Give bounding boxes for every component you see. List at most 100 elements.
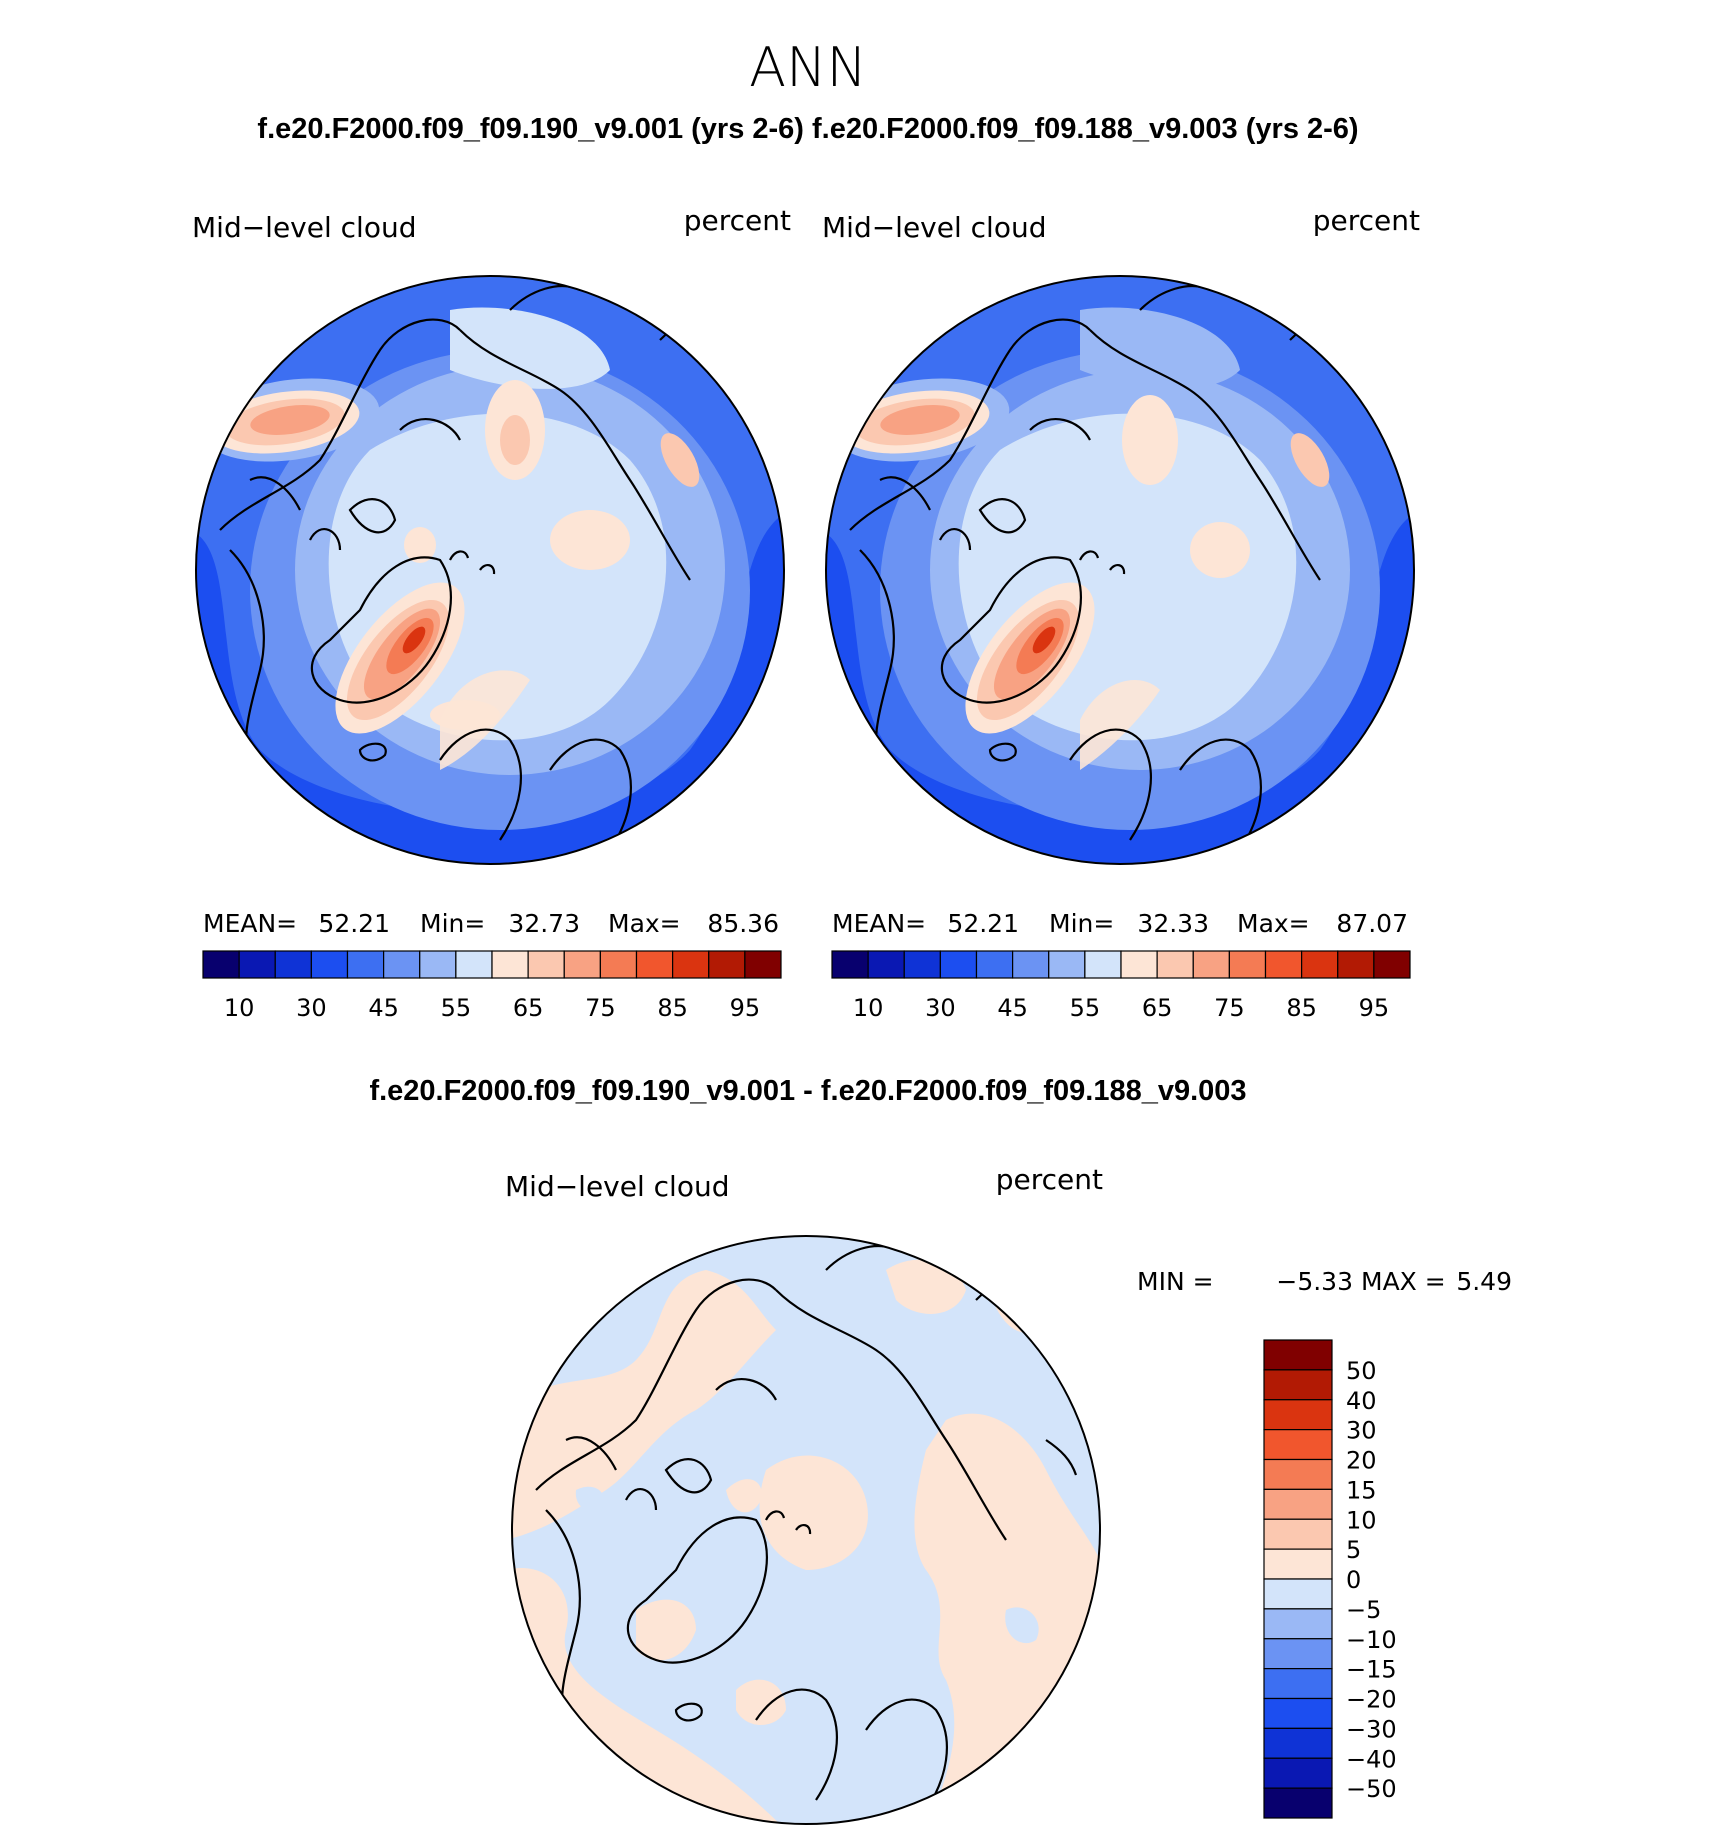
colorbar-swatch bbox=[1084, 950, 1122, 979]
panel1-map-boundary bbox=[195, 275, 785, 865]
panel3-min-label: MIN = bbox=[1137, 1267, 1214, 1296]
colorbar-tick-label: 85 bbox=[657, 994, 688, 1022]
colorbar-tick-label: 65 bbox=[1142, 994, 1173, 1022]
colorbar-tick-label: −5 bbox=[1346, 1596, 1381, 1624]
colorbar-tick-label: 0 bbox=[1346, 1566, 1361, 1594]
colorbar-swatch bbox=[383, 950, 421, 979]
colorbar-swatch bbox=[1263, 1608, 1333, 1640]
colorbar-swatch bbox=[1263, 1787, 1333, 1819]
colorbar-tick-label: 30 bbox=[296, 994, 327, 1022]
colorbar-tick-label: 5 bbox=[1346, 1536, 1361, 1564]
colorbar-tick-label: 40 bbox=[1346, 1387, 1377, 1415]
colorbar-swatch bbox=[1263, 1548, 1333, 1580]
panel2-mean-label: MEAN= bbox=[832, 909, 926, 938]
colorbar-swatch bbox=[1263, 1518, 1333, 1550]
colorbar-tick-label: 30 bbox=[1346, 1417, 1377, 1445]
colorbar-swatch bbox=[1263, 1578, 1333, 1610]
colorbar-swatch bbox=[1263, 1757, 1333, 1789]
colorbar-swatch bbox=[202, 950, 240, 979]
colorbar-tick-label: 10 bbox=[853, 994, 884, 1022]
diff-header: f.e20.F2000.f09_f09.190_v9.001 - f.e20.F… bbox=[369, 1075, 1246, 1107]
colorbar-swatch bbox=[975, 950, 1014, 979]
colorbar-swatch bbox=[491, 950, 529, 979]
colorbar-swatch bbox=[238, 950, 276, 979]
panel-model-190: Mid−level cloud percent bbox=[192, 204, 791, 1022]
panel3-left-title: Mid−level cloud bbox=[505, 1170, 729, 1203]
panel3-map bbox=[511, 1235, 1101, 1825]
colorbar-swatch bbox=[1263, 1339, 1333, 1371]
colorbar-tick-label: 10 bbox=[224, 994, 255, 1022]
panel1-mean-label: MEAN= bbox=[203, 909, 297, 938]
colorbar-swatch bbox=[1192, 950, 1230, 979]
colorbar-swatch bbox=[1228, 950, 1267, 979]
panel2-mean-value: 52.21 bbox=[947, 909, 1019, 938]
colorbar-tick-label: 45 bbox=[997, 994, 1028, 1022]
panel3-max-value: 5.49 bbox=[1456, 1267, 1512, 1296]
colorbar-swatch bbox=[1373, 950, 1411, 979]
colorbar-tick-label: 55 bbox=[1070, 994, 1101, 1022]
colorbar-tick-label: −40 bbox=[1346, 1745, 1397, 1773]
panel-model-188: Mid−level cloud percent bbox=[822, 204, 1420, 1022]
colorbar-swatch bbox=[1264, 950, 1303, 979]
colorbar-swatch bbox=[419, 950, 457, 979]
colorbar-tick-label: 45 bbox=[368, 994, 399, 1022]
panel-difference: Mid−level cloud percent bbox=[505, 1163, 1512, 1825]
panel3-max-label: MAX = bbox=[1361, 1267, 1446, 1296]
panel1-colorbar: 10 30 45 55 65 75 85 95 bbox=[202, 950, 782, 1022]
colorbar-swatch bbox=[744, 950, 782, 979]
panel3-map-boundary bbox=[511, 1235, 1101, 1825]
panel1-max-label: Max= bbox=[608, 909, 681, 938]
colorbar-swatch bbox=[1263, 1369, 1333, 1401]
colorbar-tick-label: 10 bbox=[1346, 1506, 1377, 1534]
top-header: f.e20.F2000.f09_f09.190_v9.001 (yrs 2-6)… bbox=[257, 113, 1358, 145]
colorbar-tick-label: 65 bbox=[513, 994, 544, 1022]
colorbar-swatch bbox=[1337, 950, 1375, 979]
colorbar-swatch bbox=[1263, 1399, 1333, 1431]
colorbar-tick-label: −10 bbox=[1346, 1626, 1397, 1654]
figure-title: ANN bbox=[749, 36, 867, 99]
colorbar-tick-label: 55 bbox=[441, 994, 472, 1022]
panel2-min-label: Min= bbox=[1049, 909, 1114, 938]
panel2-right-title: percent bbox=[1313, 204, 1420, 237]
colorbar-swatch bbox=[563, 950, 601, 979]
panel2-max-label: Max= bbox=[1237, 909, 1310, 938]
colorbar-tick-label: 20 bbox=[1346, 1447, 1377, 1475]
colorbar-tick-label: 75 bbox=[1214, 994, 1245, 1022]
colorbar-swatch bbox=[831, 950, 869, 979]
colorbar-swatch bbox=[527, 950, 565, 979]
colorbar-tick-label: −20 bbox=[1346, 1686, 1397, 1714]
colorbar-tick-label: 95 bbox=[1359, 994, 1390, 1022]
panel1-left-title: Mid−level cloud bbox=[192, 211, 416, 244]
colorbar-tick-label: 50 bbox=[1346, 1357, 1377, 1385]
colorbar-swatch bbox=[1012, 950, 1050, 979]
colorbar-swatch bbox=[1263, 1638, 1333, 1670]
colorbar-swatch bbox=[1048, 950, 1086, 979]
colorbar-swatch bbox=[1263, 1697, 1333, 1729]
colorbar-swatch bbox=[599, 950, 638, 979]
panel2-colorbar: 10 30 45 55 65 75 85 95 bbox=[831, 950, 1411, 1022]
panel2-left-title: Mid−level cloud bbox=[822, 211, 1046, 244]
panel1-min-value: 32.73 bbox=[508, 909, 580, 938]
panel2-map bbox=[825, 275, 1415, 865]
colorbar-swatch bbox=[1156, 950, 1194, 979]
panel2-max-value: 87.07 bbox=[1336, 909, 1408, 938]
colorbar-swatch bbox=[346, 950, 385, 979]
colorbar-swatch bbox=[939, 950, 978, 979]
colorbar-swatch bbox=[635, 950, 674, 979]
panel1-max-value: 85.36 bbox=[707, 909, 779, 938]
colorbar-tick-label: 15 bbox=[1346, 1476, 1377, 1504]
panel1-right-title: percent bbox=[684, 204, 791, 237]
colorbar-swatch bbox=[1120, 950, 1158, 979]
colorbar-swatch bbox=[1263, 1668, 1333, 1700]
colorbar-tick-label: 95 bbox=[730, 994, 761, 1022]
colorbar-swatch bbox=[1263, 1429, 1333, 1461]
panel2-min-value: 32.33 bbox=[1137, 909, 1209, 938]
colorbar-swatch bbox=[903, 950, 941, 979]
panel1-mean-value: 52.21 bbox=[318, 909, 390, 938]
colorbar-swatch bbox=[1263, 1727, 1333, 1759]
colorbar-swatch bbox=[310, 950, 349, 979]
panel1-map bbox=[195, 275, 785, 865]
colorbar-tick-label: 85 bbox=[1286, 994, 1317, 1022]
